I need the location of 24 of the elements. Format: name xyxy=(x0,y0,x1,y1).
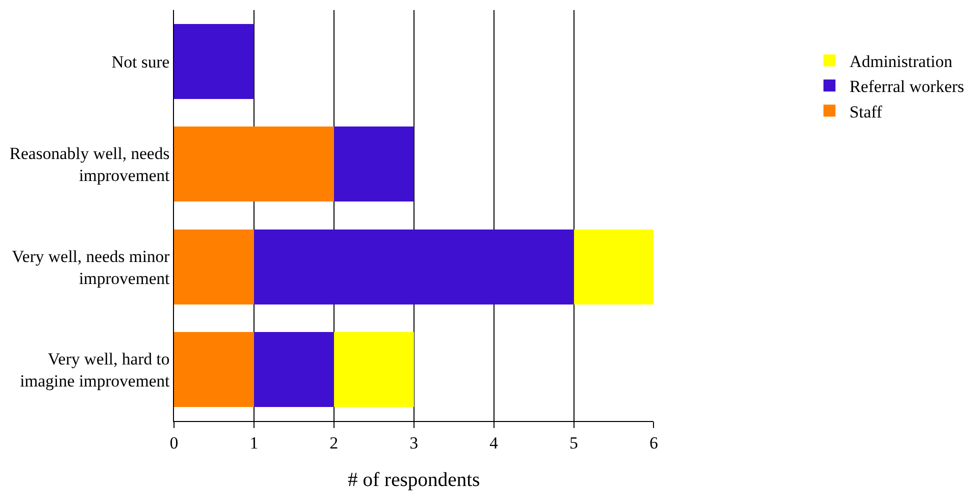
x-axis-title: # of respondents xyxy=(348,468,480,491)
legend-label: Administration xyxy=(849,52,953,72)
y-tick-label: Very well, hard to imagine improvement xyxy=(20,350,170,391)
bar xyxy=(254,332,334,408)
x-tick-label: 0 xyxy=(170,433,178,452)
x-tick-label: 6 xyxy=(649,433,658,452)
x-tick-label: 5 xyxy=(570,433,578,452)
bar xyxy=(334,126,414,202)
bar xyxy=(174,24,254,99)
y-tick-label: Not sure xyxy=(112,52,170,72)
legend-label: Referral workers xyxy=(849,77,964,96)
bar xyxy=(174,229,254,304)
bar xyxy=(574,229,654,304)
x-tick-label: 2 xyxy=(330,433,338,452)
y-tick-label: Reasonably well, needs improvement xyxy=(10,144,170,186)
bar xyxy=(174,126,334,202)
x-tick-label: 1 xyxy=(250,433,258,452)
bar xyxy=(334,332,414,408)
legend-label: Staff xyxy=(849,102,883,122)
bar xyxy=(254,229,574,304)
x-tick-label: 4 xyxy=(490,433,499,452)
bar xyxy=(174,332,254,408)
x-tick-label: 3 xyxy=(410,433,418,452)
y-tick-label: Very well, needs minor improvement xyxy=(12,246,170,288)
